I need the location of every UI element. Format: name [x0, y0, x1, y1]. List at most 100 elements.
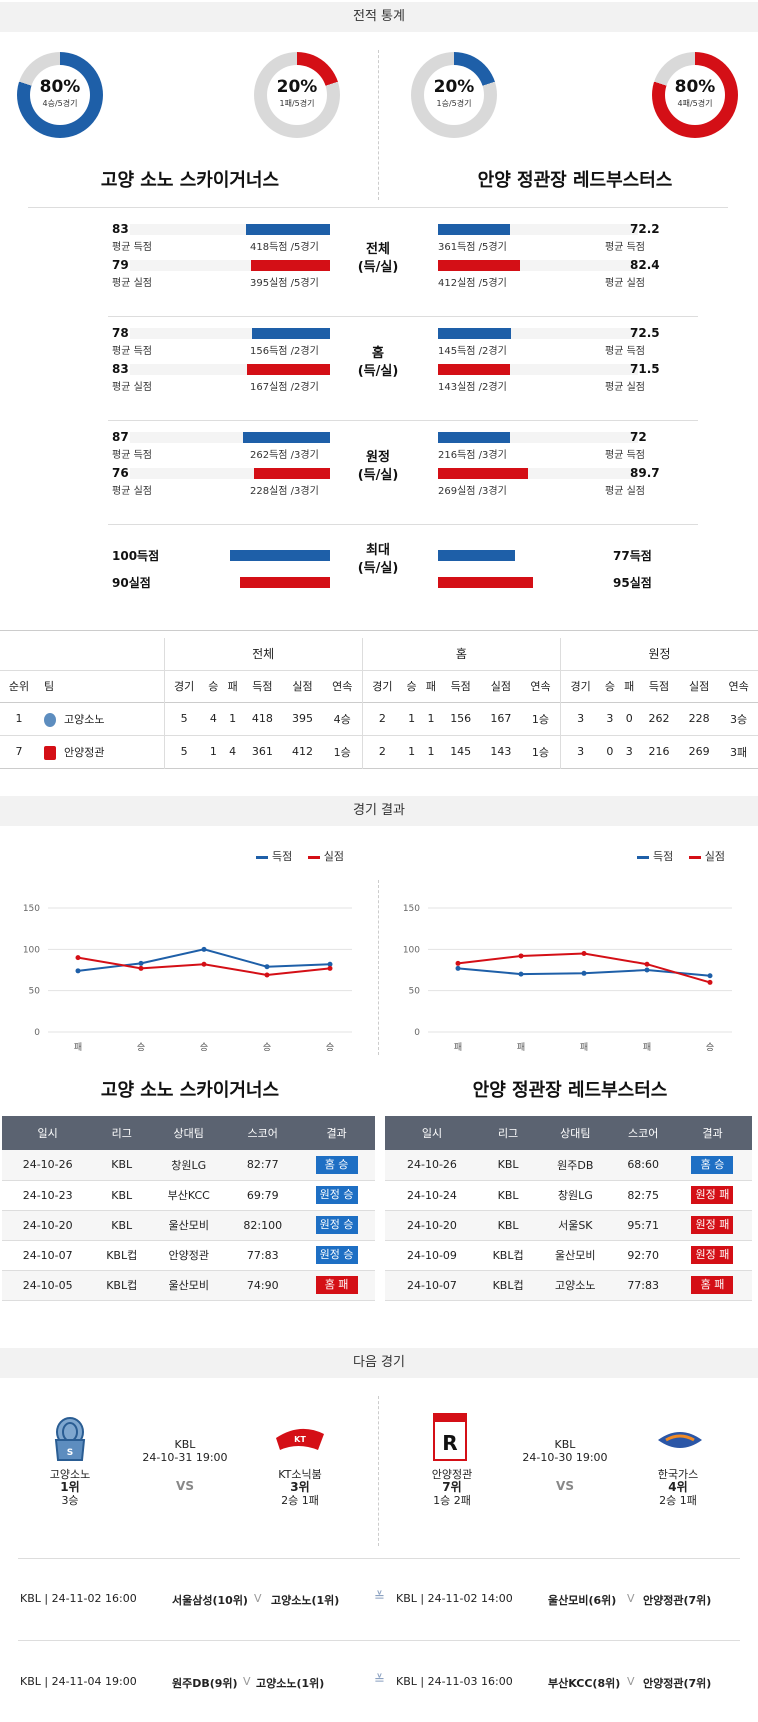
upcoming-info: KBL | 24-11-03 16:00: [396, 1675, 513, 1688]
donut-pct: 20%: [433, 77, 475, 97]
max-value-right: 95실점: [613, 576, 652, 590]
table-cell: 24-10-26: [385, 1150, 479, 1181]
team-name-right-results: 안양 정관장 레드부스터스: [472, 1080, 668, 1101]
bar-track: [438, 432, 638, 443]
divider: [378, 50, 379, 200]
x-tick-label: 패: [643, 1042, 651, 1053]
table-row: 24-10-24 KBL 창원LG 82:75 원정 패: [385, 1180, 752, 1211]
stat-detail-right: 143실점 /2경기: [438, 382, 507, 393]
table-cell: 1승: [520, 735, 562, 768]
standings-header: 승: [604, 680, 615, 693]
table-cell: KBL컵: [93, 1240, 151, 1271]
data-point: [581, 970, 587, 976]
bar-track: [130, 260, 330, 271]
divider: [378, 880, 379, 1055]
stat-label-left: 평균 실점: [112, 486, 152, 497]
data-point: [455, 960, 461, 966]
stat-detail-right: 216득점 /3경기: [438, 450, 507, 461]
table-cell: 4: [229, 745, 237, 758]
stat-detail-left: 167실점 /2경기: [250, 382, 319, 393]
vs-label: VS: [556, 1479, 574, 1493]
table-cell: 0: [625, 712, 633, 725]
stat-label-right: 평균 실점: [605, 486, 645, 497]
team-streak: 3승: [61, 1494, 79, 1507]
team-cell[interactable]: 고양소노: [38, 702, 165, 735]
result-cell: 원정 패: [672, 1240, 752, 1271]
table-cell: 228: [688, 712, 710, 725]
standings-header: 승: [208, 680, 219, 693]
data-point: [707, 979, 713, 985]
standings-header: 경기: [173, 680, 195, 693]
stat-bar-left: [242, 432, 330, 443]
bar-track: [130, 224, 330, 235]
max-bar-left: [240, 577, 330, 588]
results-header: 스코어: [227, 1116, 299, 1150]
bar-track: [130, 468, 330, 479]
chart-legend-left: 득점 실점: [256, 848, 344, 864]
x-tick-label: 승: [263, 1042, 271, 1053]
goyang-sono-logo-icon: [44, 712, 56, 727]
x-tick-label: 패: [580, 1042, 588, 1053]
upcoming-team: 안양정관(7위): [643, 1594, 712, 1607]
table-cell: 24-10-24: [385, 1180, 479, 1211]
divider: [18, 1640, 740, 1641]
results-header: 리그: [93, 1116, 151, 1150]
donut-sub: 4패/5경기: [677, 99, 713, 108]
y-tick-label: 0: [34, 1028, 40, 1038]
table-cell: 82:75: [613, 1180, 673, 1211]
stat-category: 최대: [366, 543, 390, 558]
table-cell: 24-10-09: [385, 1240, 479, 1271]
team-cell[interactable]: 안양정관: [38, 735, 165, 768]
donut-sub: 4승/5경기: [42, 99, 78, 108]
team-streak: 2승 1패: [659, 1494, 697, 1507]
legend-swatch: [256, 855, 268, 859]
table-cell: 1승: [322, 735, 363, 768]
stat-bar-right: [438, 224, 511, 235]
data-point: [518, 953, 524, 959]
anyang-jkj-logo-icon: [44, 745, 56, 760]
donut-left-loss: 20% 1패/5경기: [254, 52, 340, 138]
stat-category: 전체: [366, 242, 390, 257]
results-header: 스코어: [613, 1116, 673, 1150]
legend-swatch: [307, 855, 320, 859]
table-cell: KBL컵: [93, 1270, 151, 1301]
table-cell: 82:100: [227, 1210, 299, 1241]
svg-text:R: R: [442, 1431, 457, 1455]
results-header: 상대팀: [537, 1116, 614, 1150]
donut-left-win: 80% 4승/5경기: [17, 52, 103, 138]
results-table-left: 일시 리그 상대팀 스코어 결과 24-10-26 KBL 창원LG 82:77 홈 승 24-10…: [2, 1116, 375, 1301]
standings-header: 연속: [728, 680, 749, 693]
table-row: 24-10-20 KBL 서울SK 95:71 원정 패: [385, 1210, 752, 1241]
stat-bar-left: [254, 468, 330, 479]
vs-glyph: V: [627, 1675, 635, 1688]
stat-label-right: 평균 실점: [605, 382, 645, 393]
table-cell: KBL: [93, 1150, 151, 1181]
stat-bar-right: [438, 328, 511, 339]
table-cell: 서울SK: [537, 1210, 614, 1241]
standings-group-home: 홈: [362, 638, 562, 670]
table-row: 24-10-26 KBL 창원LG 82:77 홈 승: [2, 1150, 375, 1181]
data-point: [327, 965, 333, 971]
donut-right-win: 20% 1승/5경기: [411, 52, 497, 138]
legend-swatch: [637, 855, 649, 859]
table-cell: 216: [648, 745, 670, 758]
table-cell: 1: [408, 745, 416, 758]
team-name: 안양정관: [431, 1468, 473, 1481]
stat-value-right: 72: [630, 430, 647, 444]
league: KBL: [554, 1438, 576, 1451]
data-point: [264, 964, 270, 970]
data-point: [581, 950, 587, 956]
table-cell: 145: [450, 745, 472, 758]
upcoming-info: KBL | 24-11-02 14:00: [396, 1592, 513, 1605]
table-cell: 2: [378, 712, 386, 725]
results-header: 결과: [672, 1116, 752, 1150]
standings-header: 순위: [8, 680, 30, 693]
upcoming-opponent: 원주DB(9위): [172, 1677, 238, 1690]
bar-track: [130, 328, 330, 339]
result-cell: 원정 승: [298, 1180, 375, 1211]
data-point: [201, 961, 207, 967]
next-left-home: 고양소노 1위 3승: [30, 1468, 110, 1507]
table-cell: 부산KCC: [150, 1180, 228, 1211]
team-name-left: 고양 소노 스카이거너스: [100, 170, 280, 191]
max-bar-left: [230, 550, 330, 561]
